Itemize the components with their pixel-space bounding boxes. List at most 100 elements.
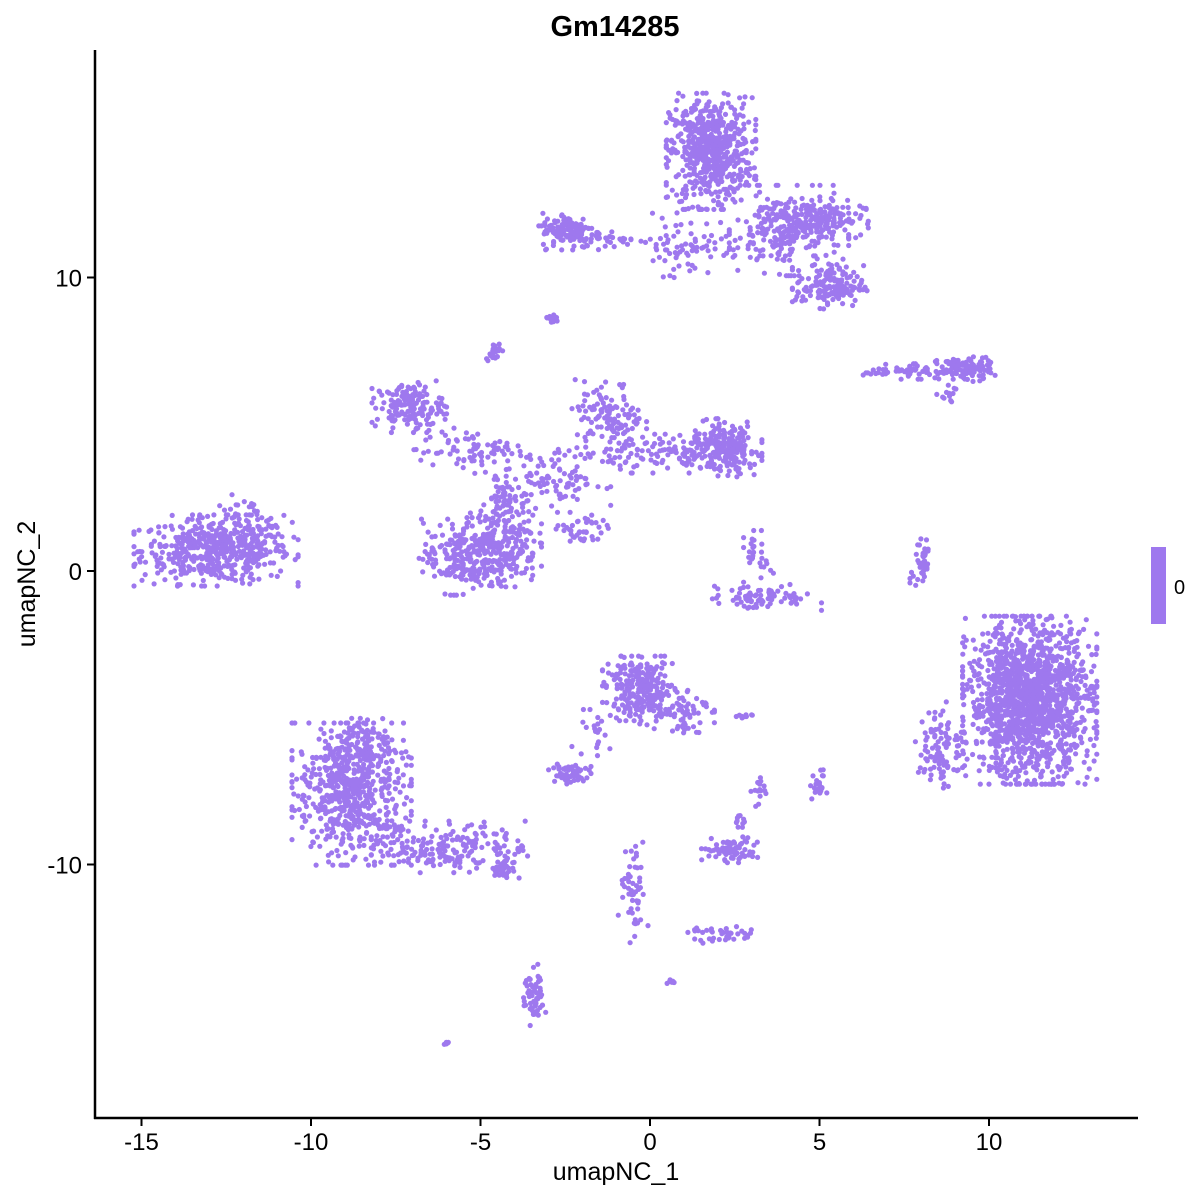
point [719, 202, 725, 208]
point [240, 572, 246, 578]
point [918, 376, 924, 382]
point [852, 297, 858, 303]
point [1031, 728, 1037, 734]
point [735, 245, 741, 251]
point [263, 526, 269, 532]
point [376, 388, 382, 394]
point [593, 520, 599, 526]
point [142, 559, 149, 565]
point [812, 262, 818, 268]
point [827, 277, 833, 283]
point [639, 448, 645, 454]
point [139, 554, 145, 560]
point [582, 455, 588, 461]
point [1019, 691, 1026, 697]
point [990, 676, 996, 683]
point [950, 376, 956, 382]
point [991, 666, 997, 672]
point [747, 465, 753, 471]
point [845, 197, 851, 203]
point [681, 445, 687, 451]
point [464, 549, 470, 555]
point [477, 552, 483, 558]
point [844, 289, 850, 295]
point [589, 232, 595, 238]
point [201, 531, 208, 537]
point [482, 517, 488, 524]
point [245, 519, 251, 525]
point [837, 289, 843, 295]
point [757, 587, 764, 593]
point [191, 545, 197, 551]
point [1047, 745, 1053, 751]
point [736, 131, 742, 137]
point [766, 213, 772, 219]
point [531, 538, 537, 544]
point [724, 158, 730, 164]
point [656, 254, 663, 260]
point [976, 714, 983, 720]
point [997, 675, 1003, 682]
point [683, 157, 689, 163]
point [493, 484, 499, 490]
point [1076, 629, 1082, 635]
point [755, 598, 762, 604]
point [709, 149, 715, 156]
point [916, 371, 922, 377]
point [692, 106, 699, 112]
point [747, 239, 753, 245]
point [754, 182, 761, 188]
point [574, 233, 580, 239]
point [818, 600, 825, 606]
point [251, 553, 257, 559]
point [263, 547, 269, 553]
point [703, 90, 709, 96]
point [1079, 740, 1085, 746]
point [835, 242, 841, 248]
point [603, 395, 609, 401]
point [710, 142, 716, 148]
point [649, 210, 656, 216]
point [676, 456, 683, 462]
point [223, 516, 229, 522]
point [139, 577, 145, 583]
point [1018, 728, 1024, 734]
point [962, 615, 969, 622]
point [660, 274, 666, 280]
point [1012, 677, 1018, 683]
point [137, 559, 143, 565]
point [1093, 651, 1099, 658]
point [768, 223, 774, 229]
point [992, 685, 998, 691]
point [640, 434, 646, 440]
point [1031, 657, 1037, 663]
point [471, 446, 477, 452]
point [718, 219, 724, 226]
point [644, 426, 650, 432]
point [467, 510, 473, 516]
point [221, 507, 228, 513]
point [611, 416, 618, 422]
point [1074, 743, 1080, 749]
point [500, 503, 506, 509]
point [500, 348, 506, 354]
point [258, 551, 264, 557]
point [1053, 682, 1059, 688]
point [976, 657, 983, 663]
point [692, 128, 698, 134]
point [666, 440, 672, 446]
point [523, 491, 529, 498]
point [538, 223, 545, 229]
point [809, 182, 816, 188]
point [501, 551, 507, 557]
point [844, 280, 850, 286]
point [735, 185, 741, 191]
point [753, 116, 759, 123]
point [817, 198, 823, 204]
point [585, 416, 591, 422]
point [527, 452, 533, 458]
point [432, 533, 438, 540]
point [807, 210, 813, 216]
point [1018, 613, 1024, 619]
point [426, 427, 432, 433]
